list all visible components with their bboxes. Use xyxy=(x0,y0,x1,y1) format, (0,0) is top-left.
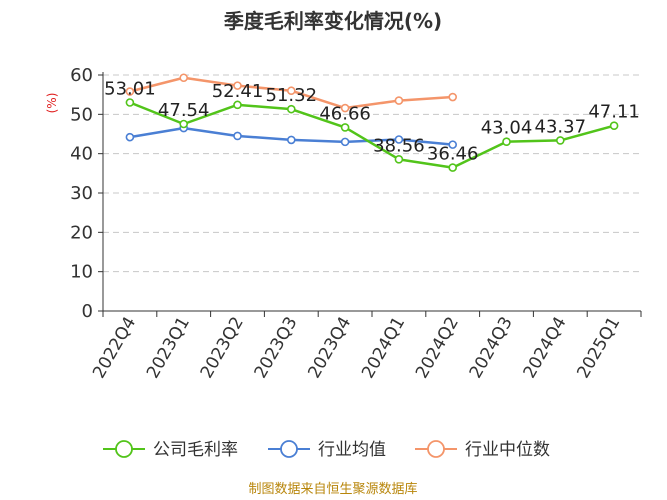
x-tick-label: 2023Q3 xyxy=(251,314,302,382)
series-2-point xyxy=(340,103,350,113)
x-tick-label: 2024Q4 xyxy=(520,314,571,382)
series-0-point xyxy=(448,163,458,172)
data-label: 47.11 xyxy=(588,102,640,123)
data-label: 52.41 xyxy=(212,81,264,102)
legend-swatch-marker xyxy=(280,440,298,458)
series-lines xyxy=(125,73,619,172)
legend-label: 行业中位数 xyxy=(465,440,550,460)
series-0-point xyxy=(125,98,135,107)
legend-item-0[interactable]: 公司毛利率 xyxy=(103,440,238,460)
y-tick-label: 50 xyxy=(70,104,93,125)
series-0-point xyxy=(179,119,188,129)
x-tick-label: 2023Q4 xyxy=(304,314,355,382)
series-1-point xyxy=(340,137,350,147)
series-2-point xyxy=(394,96,404,105)
series-1-point xyxy=(394,135,404,144)
source-note: 制图数据来自恒生聚源数据库 xyxy=(248,481,417,497)
series-1-point xyxy=(448,140,458,149)
series-2-point xyxy=(233,81,242,90)
data-label: 51.32 xyxy=(266,85,318,106)
series-0-point xyxy=(555,136,565,145)
x-tick-label: 2024Q2 xyxy=(412,314,463,382)
data-label: 53.01 xyxy=(104,78,156,99)
x-tick-label: 2023Q1 xyxy=(143,314,194,382)
legend[interactable]: 公司毛利率 行业均值 行业中位数 xyxy=(103,440,550,460)
series-0-point xyxy=(502,137,511,147)
legend-label: 公司毛利率 xyxy=(153,440,238,460)
series-1-point xyxy=(286,135,296,145)
x-tick-label: 2023Q2 xyxy=(197,314,248,382)
y-tick-label: 0 xyxy=(82,301,93,322)
series-0-line xyxy=(129,101,615,169)
y-axis-label: (%) xyxy=(45,93,59,114)
y-tick-label: 10 xyxy=(70,262,93,283)
y-tick-label: 60 xyxy=(70,65,93,86)
x-tick-label: 2024Q3 xyxy=(466,314,517,382)
series-0-point xyxy=(609,121,619,131)
legend-swatch-marker xyxy=(427,440,445,458)
series-2-point xyxy=(448,92,458,102)
data-label: 38.56 xyxy=(373,135,425,156)
legend-label: 行业均值 xyxy=(318,440,386,460)
legend-item-1[interactable]: 行业均值 xyxy=(268,440,386,460)
data-label: 36.46 xyxy=(427,144,479,165)
data-label: 43.04 xyxy=(481,118,533,139)
series-2-point xyxy=(286,86,296,96)
chart-title: 季度毛利率变化情况(%) xyxy=(223,9,442,33)
series-0-point xyxy=(286,104,296,114)
y-tick-label: 20 xyxy=(70,222,93,243)
series-2-point xyxy=(125,87,135,96)
data-label: 47.54 xyxy=(158,100,210,121)
series-1-point xyxy=(125,132,135,142)
data-label: 43.37 xyxy=(535,116,587,137)
y-tick-label: 30 xyxy=(70,183,93,204)
series-1-point xyxy=(233,131,242,141)
legend-item-2[interactable]: 行业中位数 xyxy=(415,440,550,460)
series-0-point xyxy=(340,123,350,132)
y-tick-label: 40 xyxy=(70,144,93,165)
series-0-point xyxy=(233,100,242,110)
data-label: 46.66 xyxy=(319,103,371,124)
x-tick-label: 2022Q4 xyxy=(89,314,140,382)
series-0-point xyxy=(394,155,404,164)
x-tick-label: 2024Q1 xyxy=(358,314,409,382)
x-tick-label: 2025Q1 xyxy=(573,314,624,382)
legend-swatch-marker xyxy=(115,440,133,458)
series-2-point xyxy=(179,73,188,83)
